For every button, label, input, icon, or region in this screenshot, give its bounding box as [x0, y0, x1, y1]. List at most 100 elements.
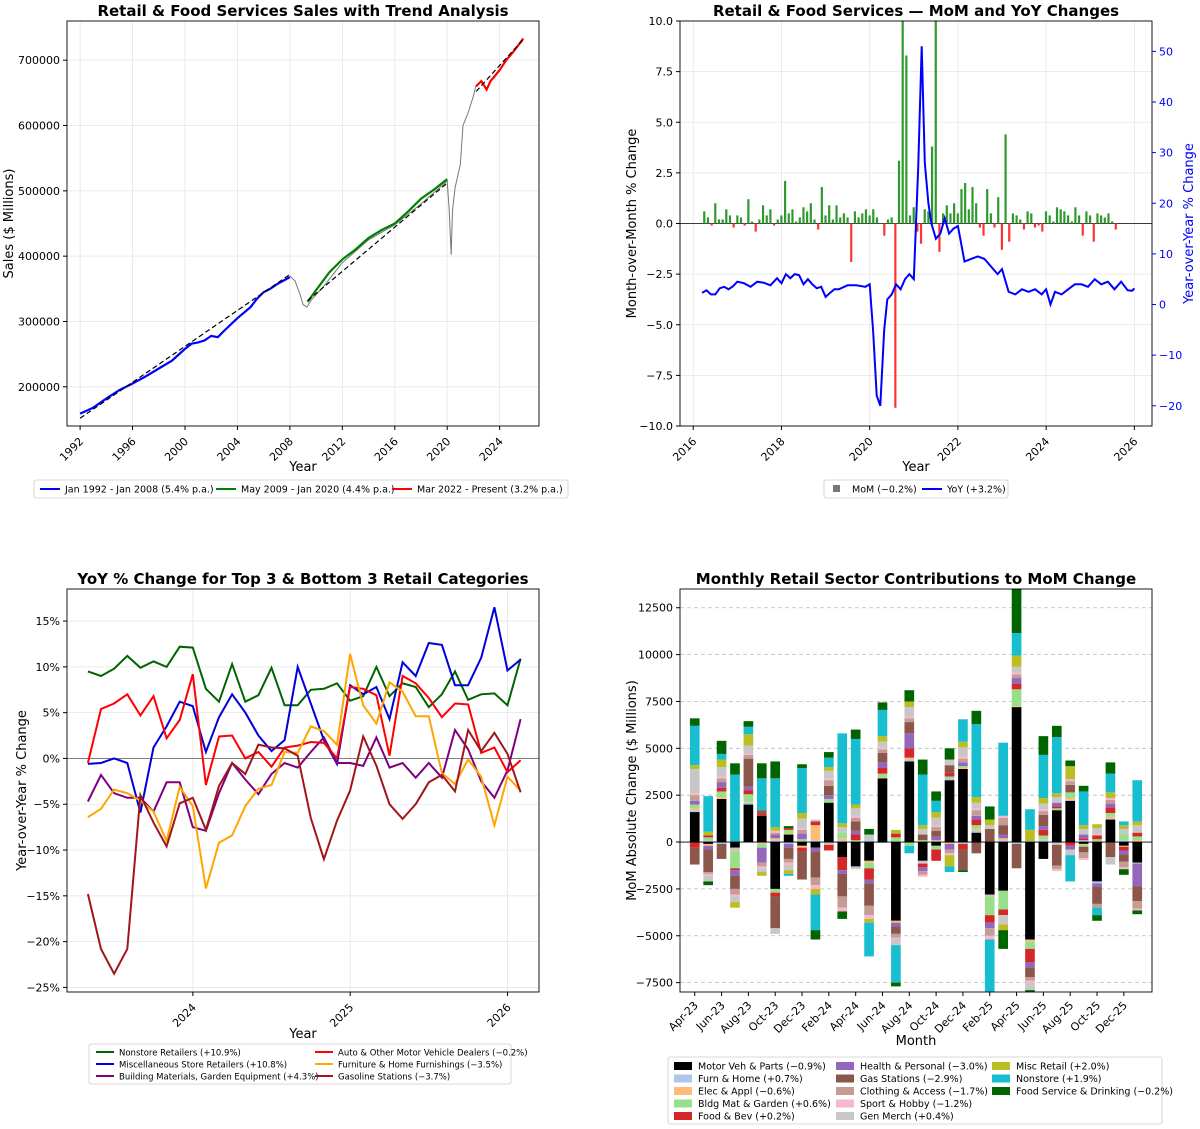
- stack-segment: [689, 718, 700, 726]
- x-tick-label: 2018: [759, 435, 788, 464]
- y-axis-label: Year-over-Year % Change: [15, 710, 30, 872]
- stack-segment: [1038, 842, 1049, 859]
- legend-swatch: [674, 1099, 692, 1108]
- mom-bar: [953, 203, 956, 224]
- stack-segment: [944, 843, 955, 850]
- stack-segment: [904, 733, 915, 749]
- stack-segment: [797, 764, 807, 769]
- y-tick-label: −7500: [636, 977, 673, 990]
- stack-segment: [850, 804, 861, 809]
- legend-label: Bldg Mat & Garden (+0.6%): [698, 1099, 831, 1110]
- stack-segment: [1025, 829, 1035, 842]
- stack-segment: [797, 839, 807, 842]
- x-axis-label: Month: [896, 1034, 937, 1049]
- stack-segment: [730, 888, 740, 895]
- legend-label: Mar 2022 - Present (3.2% p.a.): [417, 485, 563, 496]
- stack-segment: [1092, 827, 1102, 834]
- stack-segment: [716, 767, 727, 777]
- x-tick-label: Apr-24: [827, 999, 862, 1034]
- stack-segment: [1119, 850, 1129, 855]
- stack-segment: [1011, 683, 1022, 690]
- stack-segment: [1092, 839, 1102, 842]
- stack-segment: [917, 874, 928, 877]
- stack-segment: [984, 928, 995, 936]
- stack-segment: [931, 842, 941, 846]
- stack-segment: [837, 838, 848, 841]
- legend-swatch: [674, 1112, 692, 1120]
- stack-segment: [1105, 799, 1116, 804]
- stack-segment: [944, 748, 955, 760]
- x-tick-label: 2016: [372, 435, 401, 464]
- stack-segment: [984, 895, 995, 897]
- stack-segment: [891, 833, 901, 838]
- stack-segment: [1119, 821, 1129, 826]
- mom-bar: [1085, 211, 1088, 224]
- stack-segment: [958, 758, 968, 763]
- mom-bar: [817, 223, 820, 230]
- stack-segment: [1119, 867, 1129, 870]
- stack-segment: [1119, 869, 1129, 875]
- legend-box: [667, 1056, 1163, 1125]
- stack-segment: [1132, 840, 1143, 843]
- mom-bar: [1000, 223, 1004, 250]
- mom-bar: [1019, 219, 1022, 224]
- y-tick-label: −7.5: [646, 369, 673, 382]
- stack-segment: [824, 844, 834, 851]
- stack-segment: [783, 842, 794, 844]
- stack-segment: [877, 778, 888, 843]
- stack-segment: [716, 843, 727, 859]
- series-line: [306, 178, 448, 303]
- mom-bar: [806, 211, 809, 224]
- stack-segment: [944, 842, 955, 844]
- x-tick-label: 2022: [935, 435, 964, 464]
- stack-segment: [730, 870, 740, 876]
- legend-box: [33, 479, 569, 499]
- stack-segment: [877, 842, 888, 843]
- stack-segment: [1105, 812, 1116, 817]
- stack-segment: [998, 840, 1008, 843]
- stack-segment: [1119, 845, 1129, 847]
- mom-bar: [1081, 223, 1084, 236]
- chart-title: YoY % Change for Top 3 & Bottom 3 Retail…: [76, 570, 528, 588]
- stack-segment: [824, 843, 834, 845]
- stack-segment: [877, 749, 888, 754]
- stack-segment: [864, 918, 874, 923]
- mom-bar: [728, 215, 732, 224]
- legend-label: Clothing & Access (−1.7%): [860, 1087, 988, 1098]
- stack-segment: [824, 798, 834, 803]
- stack-segment: [1078, 857, 1089, 860]
- mom-bar: [1048, 215, 1051, 224]
- stack-segment: [850, 808, 861, 816]
- stack-segment: [1025, 980, 1035, 983]
- stack-segment: [689, 842, 700, 848]
- mom-bar: [795, 221, 798, 224]
- stack-segment: [770, 838, 781, 841]
- stack-segment: [1038, 811, 1049, 815]
- stack-segment: [904, 716, 915, 719]
- stack-segment: [770, 761, 781, 779]
- stack-segment: [1025, 941, 1035, 949]
- mom-bar: [934, 21, 937, 224]
- stack-segment: [904, 690, 915, 702]
- x-tick-label: 2020: [847, 435, 876, 464]
- stack-segment: [1065, 855, 1076, 882]
- plot-frame: [66, 588, 540, 993]
- stack-segment: [770, 842, 781, 889]
- legend-label: Elec & Appl (−0.6%): [698, 1087, 795, 1098]
- y2-axis-label: Year-over-Year % Change: [1182, 143, 1197, 305]
- stack-segment: [837, 832, 848, 839]
- y-tick-label: −2.5: [646, 268, 673, 281]
- mom-bar: [1063, 211, 1066, 224]
- stack-segment: [1025, 982, 1035, 991]
- stack-segment: [931, 800, 941, 813]
- stack-segment: [837, 840, 848, 843]
- stack-segment: [1051, 797, 1062, 803]
- stack-segment: [1051, 842, 1062, 844]
- stack-segment: [1038, 736, 1049, 755]
- stack-segment: [716, 778, 727, 783]
- stack-segment: [689, 768, 700, 794]
- legend-swatch: [992, 1087, 1010, 1095]
- stack-segment: [917, 863, 928, 868]
- mom-bar: [710, 223, 713, 226]
